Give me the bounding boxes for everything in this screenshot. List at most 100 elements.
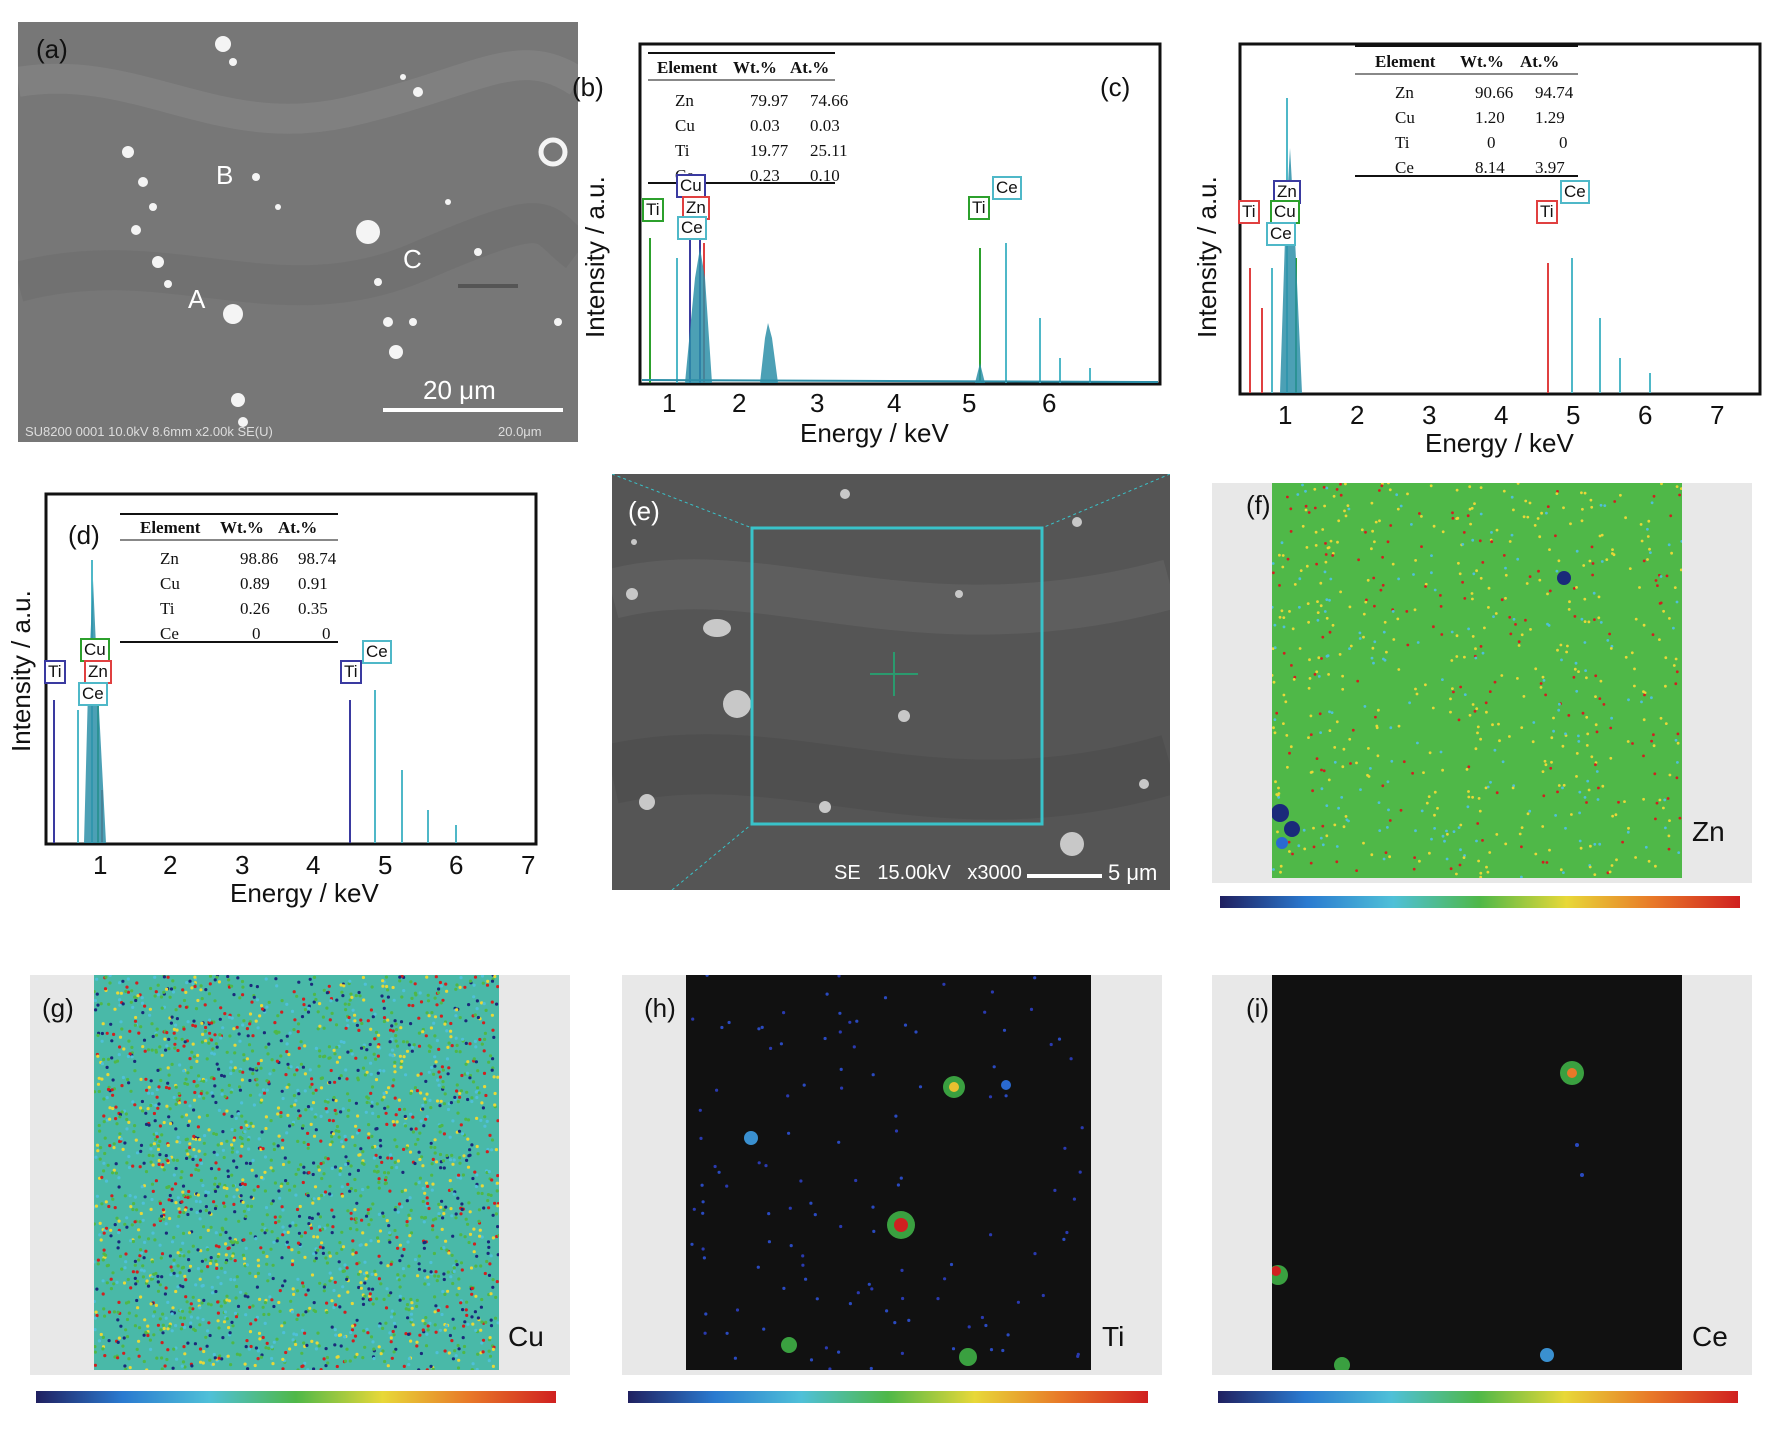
map-speckle [1432, 524, 1436, 528]
map-speckle [133, 1220, 137, 1224]
map-speckle [398, 1107, 402, 1112]
map-speckle [118, 998, 122, 1002]
map-speckle [162, 1326, 166, 1331]
map-speckle [129, 1239, 133, 1243]
map-speckle [247, 1347, 251, 1351]
map-speckle [448, 1179, 452, 1183]
map-speckle [366, 1211, 370, 1216]
map-speckle [899, 1176, 903, 1180]
map-speckle [241, 1178, 245, 1182]
map-speckle [328, 1254, 332, 1258]
map-speckle [1610, 644, 1614, 648]
panel-d-eds-spectrum: (d) Element Wt.% At.% Zn 98.86 98.74 Cu 0.8… [6, 490, 550, 910]
map-speckle [231, 1324, 235, 1328]
map-speckle [409, 1127, 413, 1131]
map-speckle [158, 1217, 162, 1221]
map-speckle [236, 1304, 241, 1308]
map-speckle [124, 1112, 128, 1116]
map-speckle [338, 1172, 342, 1177]
map-speckle [265, 1228, 269, 1232]
map-speckle [1441, 678, 1444, 681]
map-speckle [199, 1092, 203, 1096]
map-speckle [155, 1027, 159, 1031]
map-speckle [297, 1046, 301, 1050]
map-speckle [988, 1095, 993, 1099]
map-speckle [439, 1001, 443, 1005]
map-speckle [255, 1077, 259, 1081]
map-speckle [341, 1107, 345, 1111]
map-speckle [867, 1282, 871, 1286]
map-speckle [201, 1032, 205, 1036]
map-speckle [435, 1099, 440, 1103]
map-speckle [1388, 488, 1392, 492]
map-speckle [1280, 609, 1284, 613]
map-speckle [209, 1303, 213, 1307]
map-speckle [322, 1285, 326, 1289]
map-speckle [1451, 516, 1455, 520]
map-speckle [136, 1306, 140, 1310]
map-speckle [218, 1033, 222, 1037]
map-speckle [224, 1261, 228, 1265]
map-speckle [1406, 643, 1410, 647]
map-speckle [201, 1318, 205, 1322]
map-speckle [1305, 564, 1309, 568]
map-speckle [1470, 592, 1474, 595]
map-speckle [248, 1161, 252, 1166]
map-speckle [351, 1324, 355, 1328]
map-speckle [196, 1316, 200, 1320]
map-speckle [1323, 610, 1327, 613]
map-speckle [183, 1325, 187, 1329]
map-speckle [340, 1140, 344, 1144]
map-speckle [435, 1038, 439, 1043]
map-speckle [329, 1068, 333, 1073]
map-speckle [127, 1154, 131, 1159]
map-speckle [169, 1265, 173, 1269]
map-speckle [813, 1213, 817, 1217]
map-speckle [914, 1030, 918, 1034]
map-speckle [471, 1080, 476, 1084]
map-speckle [454, 1049, 458, 1053]
map-speckle [223, 1270, 227, 1274]
map-speckle [423, 1269, 427, 1273]
map-speckle [324, 1347, 328, 1351]
map-speckle [1323, 570, 1327, 574]
map-speckle [1584, 669, 1587, 672]
map-speckle [476, 1152, 480, 1156]
map-speckle [1443, 839, 1446, 843]
map-speckle [239, 1290, 243, 1294]
map-speckle [1512, 617, 1516, 621]
map-speckle [1313, 506, 1317, 510]
map-speckle [211, 1362, 215, 1366]
map-speckle [491, 1057, 495, 1061]
map-speckle [1317, 656, 1321, 660]
map-speckle [277, 1189, 281, 1193]
map-speckle [354, 1220, 358, 1225]
map-speckle [131, 1270, 135, 1274]
map-speckle [387, 1224, 391, 1228]
map-speckle [185, 1156, 189, 1160]
selection-box[interactable] [750, 526, 1044, 826]
map-speckle [327, 1045, 331, 1049]
map-speckle [144, 1077, 148, 1081]
map-speckle [168, 1324, 172, 1328]
map-speckle [190, 1050, 194, 1054]
map-speckle [398, 1294, 402, 1298]
map-speckle [760, 1025, 764, 1029]
map-speckle [415, 1298, 419, 1302]
map-speckle [429, 1026, 433, 1030]
map-speckle [1282, 625, 1286, 629]
map-speckle [482, 1021, 486, 1025]
map-speckle [725, 1331, 729, 1335]
map-speckle [123, 1266, 127, 1270]
map-speckle [170, 1199, 174, 1203]
map-speckle [249, 1195, 253, 1199]
map-speckle [425, 1092, 429, 1096]
map-speckle [272, 1068, 276, 1072]
map-speckle [1572, 587, 1576, 590]
map-speckle [702, 1256, 706, 1260]
map-speckle [242, 1238, 246, 1242]
map-speckle [174, 1166, 178, 1171]
map-speckle [101, 1292, 105, 1296]
map-speckle [489, 1193, 493, 1197]
map-speckle [1650, 501, 1654, 505]
